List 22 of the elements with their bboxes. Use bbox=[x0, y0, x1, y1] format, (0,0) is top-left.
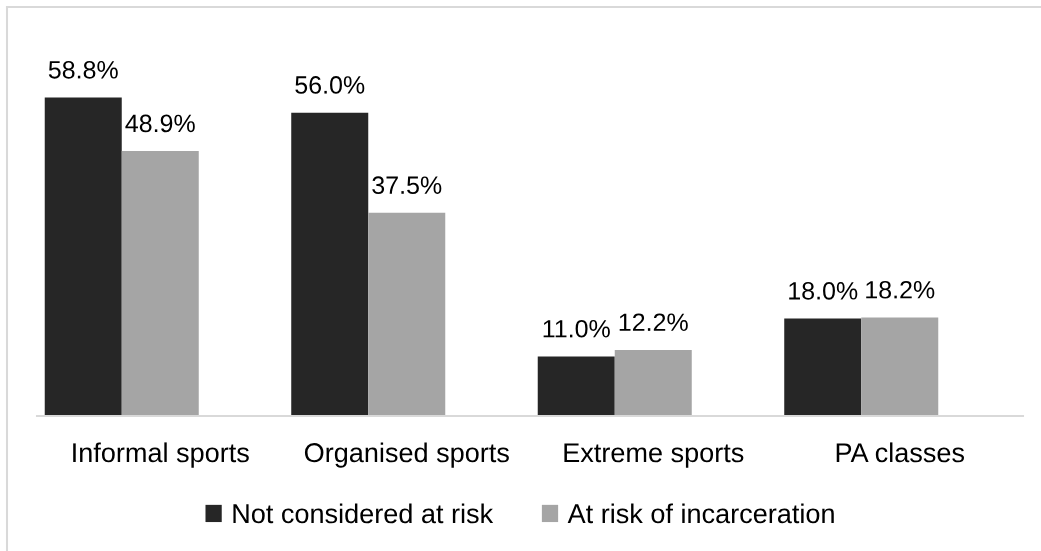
data-label: 56.0% bbox=[295, 76, 365, 94]
bar bbox=[291, 112, 369, 416]
bar bbox=[121, 151, 199, 416]
x-tick-label: Extreme sports bbox=[564, 443, 744, 468]
data-label: 12.2% bbox=[619, 313, 688, 331]
data-label: 18.2% bbox=[866, 280, 935, 299]
bar bbox=[44, 97, 122, 416]
data-label: 11.0% bbox=[543, 319, 610, 338]
data-label: 18.0% bbox=[789, 281, 858, 300]
data-label: 58.8% bbox=[48, 60, 118, 79]
bar bbox=[861, 317, 939, 416]
bar bbox=[537, 356, 615, 416]
bar bbox=[784, 318, 862, 416]
bar bbox=[368, 212, 446, 416]
bar bbox=[614, 349, 692, 416]
data-label: 48.9% bbox=[125, 114, 195, 133]
legend-label: Not considered at risk bbox=[233, 503, 494, 524]
legend-label: At risk of incarceration bbox=[567, 503, 834, 524]
data-label: 37.5% bbox=[372, 176, 442, 195]
x-tick-label: PA classes bbox=[836, 442, 965, 463]
x-tick-label: Informal sports bbox=[73, 442, 249, 468]
x-tick-label: Organised sports bbox=[304, 442, 509, 468]
